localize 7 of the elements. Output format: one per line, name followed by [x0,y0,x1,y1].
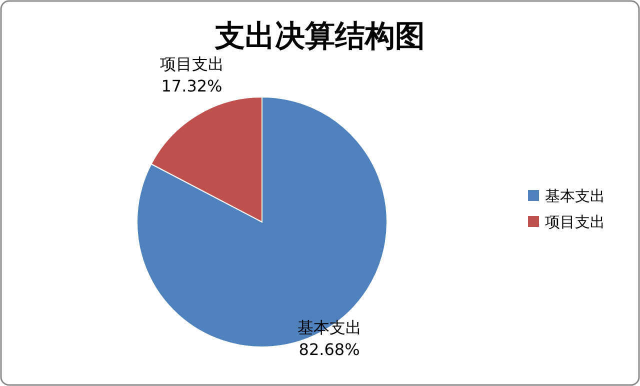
data-label: 17.32% [161,76,222,96]
data-label: 82.68% [298,340,360,360]
chart-title: 支出决算结构图 [214,19,425,54]
slice-label: 基本支出 [297,318,362,338]
legend-label: 基本支出 [545,187,605,205]
legend-label: 项目支出 [545,213,605,231]
slice-label: 项目支出 [160,54,224,74]
